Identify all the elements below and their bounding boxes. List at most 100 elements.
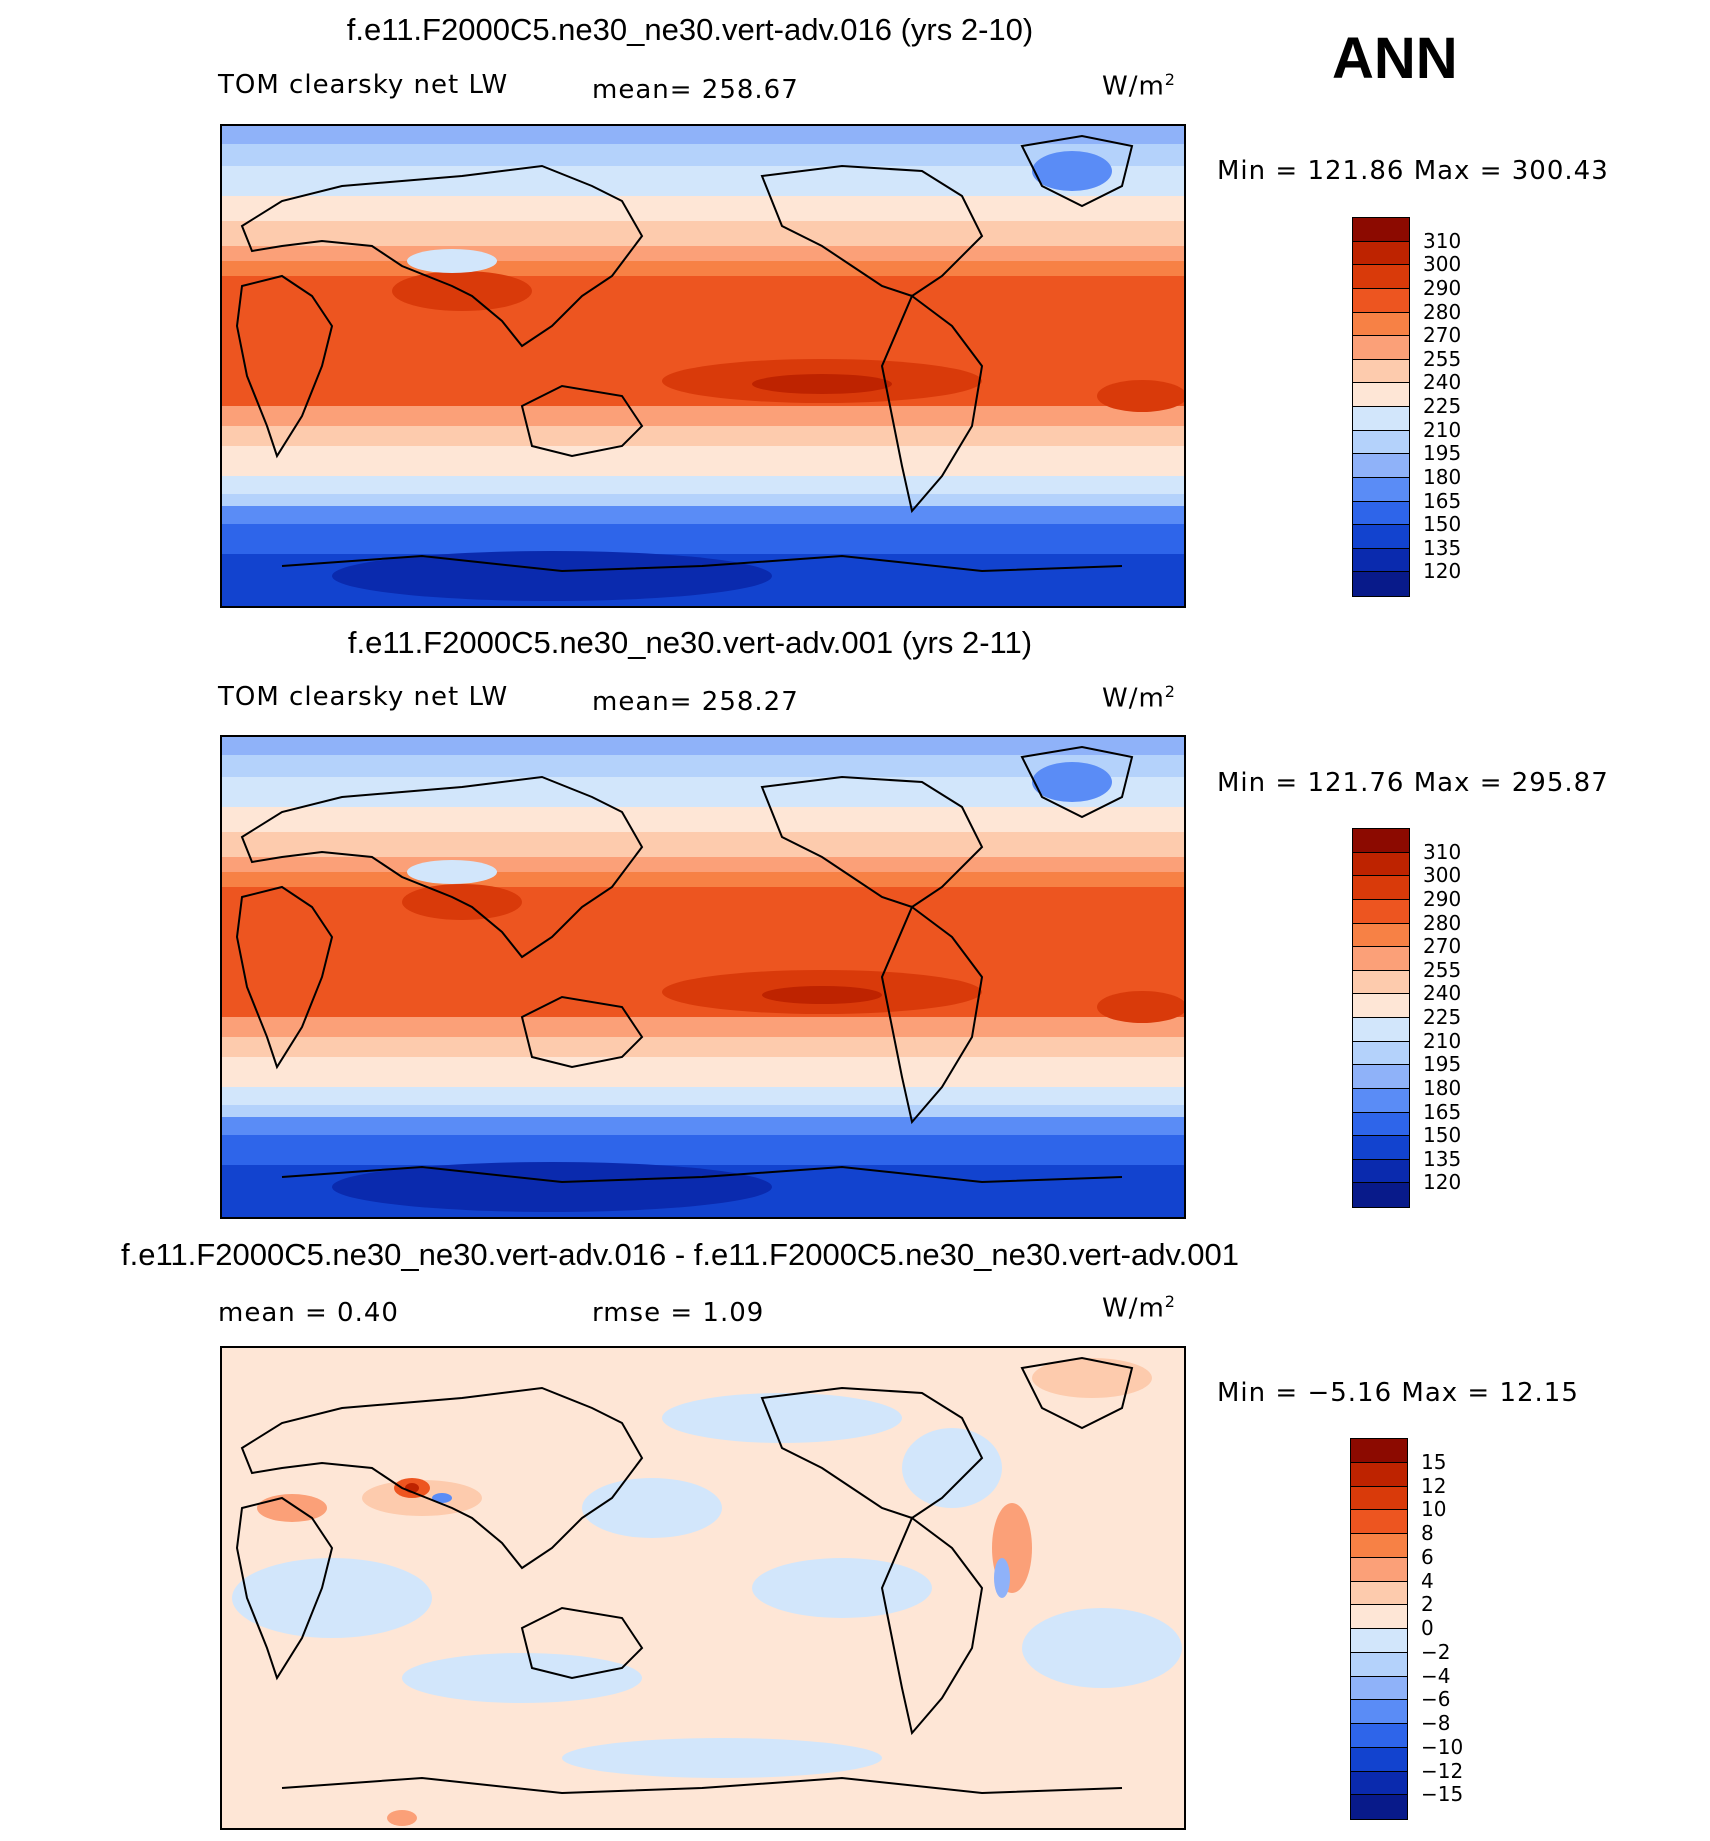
blob [1032, 151, 1112, 191]
panel-3-map [220, 1346, 1186, 1830]
band [222, 1117, 1184, 1135]
panel-2-variable-label: TOM clearsky net LW [218, 682, 509, 712]
colorbar-segment [1351, 1724, 1407, 1748]
colorbar-tick-label: 10 [1421, 1497, 1447, 1522]
panel-3-rmse-label: rmse = 1.09 [592, 1298, 765, 1328]
colorbar-segment [1351, 1486, 1407, 1511]
panel-1-minmax: Min = 121.86 Max = 300.43 [1217, 156, 1609, 186]
colorbar-segment [1353, 1112, 1409, 1137]
colorbar-tick-label: 270 [1423, 323, 1462, 348]
colorbar-segment [1353, 359, 1409, 384]
blob [257, 1494, 327, 1522]
colorbar-tick-label: −6 [1421, 1687, 1451, 1712]
colorbar-segment [1353, 1088, 1409, 1113]
colorbar-segment [1353, 829, 1409, 853]
colorbar-segment [1351, 1795, 1407, 1819]
blob [1097, 380, 1184, 412]
blob [332, 551, 772, 601]
panel-3-minmax: Min = −5.16 Max = 12.15 [1217, 1378, 1579, 1408]
colorbar-tick-label: 180 [1423, 1075, 1462, 1100]
season-label: ANN [1332, 26, 1458, 91]
colorbar-segment [1353, 454, 1409, 478]
panel-2-map [220, 735, 1186, 1219]
colorbar-tick-label: −8 [1421, 1711, 1451, 1735]
panel-1-variable-label: TOM clearsky net LW [218, 70, 509, 100]
panel-3-mean-label: mean = 0.40 [218, 1298, 399, 1328]
blob [1032, 762, 1112, 802]
colorbar-tick-label: 150 [1423, 512, 1462, 537]
panel-1-units: W/m2 [1102, 70, 1176, 102]
blob [407, 249, 497, 273]
colorbar-tick-label: 15 [1421, 1449, 1447, 1474]
colorbar-tick-label: 290 [1423, 275, 1462, 300]
blob [752, 1558, 932, 1618]
blob [402, 1653, 642, 1703]
panel-2-minmax: Min = 121.76 Max = 295.87 [1217, 768, 1609, 798]
colorbar-segment [1353, 548, 1409, 573]
blob [902, 1428, 1002, 1508]
colorbar-tick-label: −12 [1421, 1758, 1464, 1783]
panel-3-units: W/m2 [1102, 1292, 1176, 1324]
colorbar-segment [1353, 477, 1409, 502]
colorbar-segment [1351, 1510, 1407, 1534]
colorbar-segment [1353, 923, 1409, 948]
colorbar-tick-label: 210 [1423, 417, 1462, 442]
band [222, 1087, 1184, 1105]
colorbar-segment [1353, 501, 1409, 526]
coastlines [235, 1356, 1134, 1795]
band [222, 1135, 1184, 1165]
band [222, 494, 1184, 506]
colorbar-segment [1351, 1557, 1407, 1582]
blob [752, 374, 892, 394]
colorbar-segment [1353, 383, 1409, 407]
colorbar-tick-label: 2 [1421, 1592, 1434, 1617]
colorbar-tick-label: 280 [1423, 910, 1462, 935]
panel-2-title: f.e11.F2000C5.ne30_ne30.vert-adv.001 (yr… [347, 625, 1033, 660]
panel-1-title: f.e11.F2000C5.ne30_ne30.vert-adv.016 (yr… [346, 12, 1034, 47]
colorbar-segment [1351, 1747, 1407, 1772]
colorbar-segment [1353, 876, 1409, 900]
colorbar-tick-label: 290 [1423, 886, 1462, 911]
panel-2-units: W/m2 [1102, 682, 1176, 714]
colorbar-segment [1351, 1439, 1407, 1463]
colorbar-tick-label: 255 [1423, 957, 1462, 982]
blob [1032, 1358, 1152, 1398]
colorbar-tick-label: 135 [1423, 535, 1462, 560]
colorbar-tick-label: 240 [1423, 981, 1462, 1006]
colorbar-tick-label: 150 [1423, 1123, 1462, 1148]
colorbar-segment [1353, 1136, 1409, 1160]
coastlines [235, 134, 1134, 573]
panel-1-mean-label: mean= 258.67 [592, 75, 799, 105]
panel-2-mean-label: mean= 258.27 [592, 687, 799, 717]
blob [662, 1393, 902, 1443]
panel-1-map [220, 124, 1186, 608]
blob [762, 986, 882, 1004]
panel-2-colorbar-labels: 310 300 290 280 270 255 240 225 210 195 180 165 150 1… [1423, 828, 1503, 1206]
colorbar-tick-label: 240 [1423, 370, 1462, 395]
colorbar-segment [1353, 265, 1409, 289]
colorbar-segment [1353, 1041, 1409, 1066]
colorbar-segment [1353, 899, 1409, 924]
colorbar-segment [1353, 994, 1409, 1018]
colorbar-segment [1353, 572, 1409, 596]
colorbar-tick-label: 270 [1423, 934, 1462, 959]
colorbar-tick-label: −4 [1421, 1663, 1451, 1688]
panel-1-map-svg [222, 126, 1184, 606]
blob [582, 1478, 722, 1538]
panel-3-title: f.e11.F2000C5.ne30_ne30.vert-adv.016 - f… [121, 1237, 1239, 1272]
colorbar-tick-label: 165 [1423, 1099, 1462, 1124]
colorbar-tick-label: 12 [1421, 1473, 1447, 1498]
colorbar-tick-label: 165 [1423, 488, 1462, 513]
colorbar-segment [1353, 241, 1409, 266]
panel-3-colorbar-labels: 15 12 10 8 6 4 2 0 −2 −4 −6 −8 −10 −12 −15 [1421, 1438, 1501, 1818]
colorbar-segment [1353, 1183, 1409, 1207]
colorbar-tick-label: −10 [1421, 1734, 1464, 1759]
colorbar-tick-label: 300 [1423, 252, 1462, 277]
panel-3-colorbar [1350, 1438, 1408, 1820]
colorbar-segment [1351, 1629, 1407, 1653]
colorbar-tick-label: 255 [1423, 346, 1462, 371]
colorbar-segment [1353, 525, 1409, 549]
panel-1-colorbar [1352, 217, 1410, 597]
blob [332, 1162, 772, 1212]
blob [1022, 1608, 1182, 1688]
